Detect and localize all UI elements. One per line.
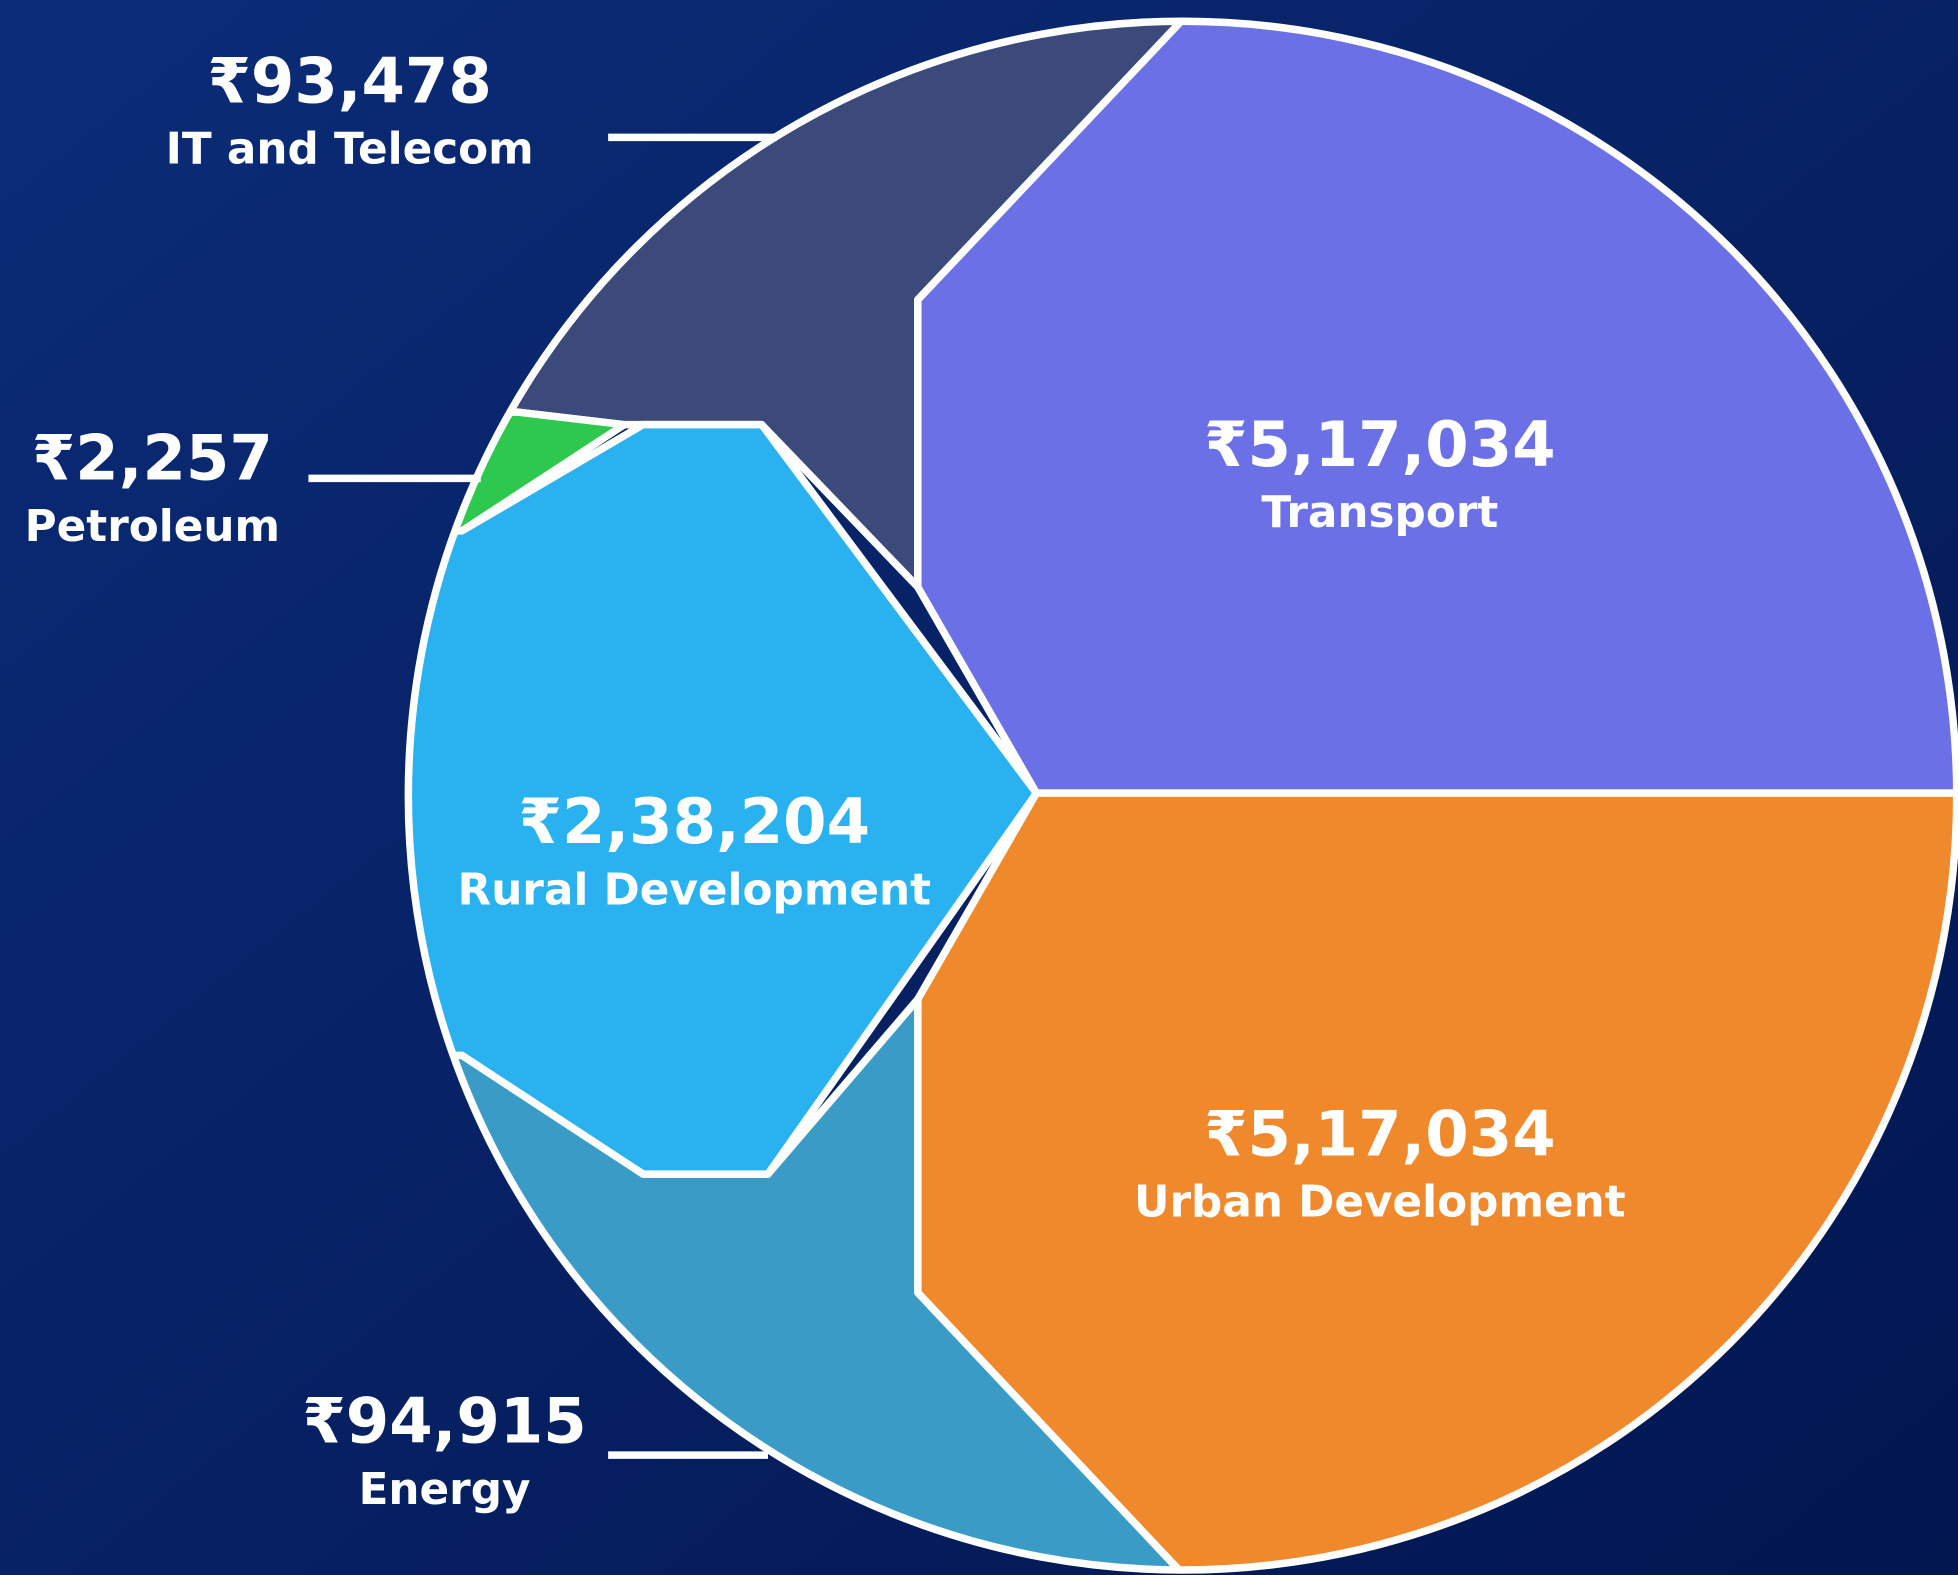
amount: ₹2,38,204 — [519, 785, 871, 858]
label: Urban Development — [1134, 1177, 1626, 1228]
amount: ₹5,17,034 — [1204, 1097, 1556, 1170]
label: Transport — [1261, 487, 1498, 538]
label: Energy — [359, 1464, 531, 1515]
amount: ₹5,17,034 — [1204, 408, 1556, 481]
label: Petroleum — [25, 501, 280, 552]
label: IT and Telecom — [166, 124, 534, 175]
ring — [404, 17, 1958, 1574]
amount: ₹2,257 — [32, 422, 273, 495]
amount: ₹94,915 — [302, 1385, 586, 1458]
label: Rural Development — [458, 864, 931, 915]
amount: ₹93,478 — [207, 44, 491, 117]
